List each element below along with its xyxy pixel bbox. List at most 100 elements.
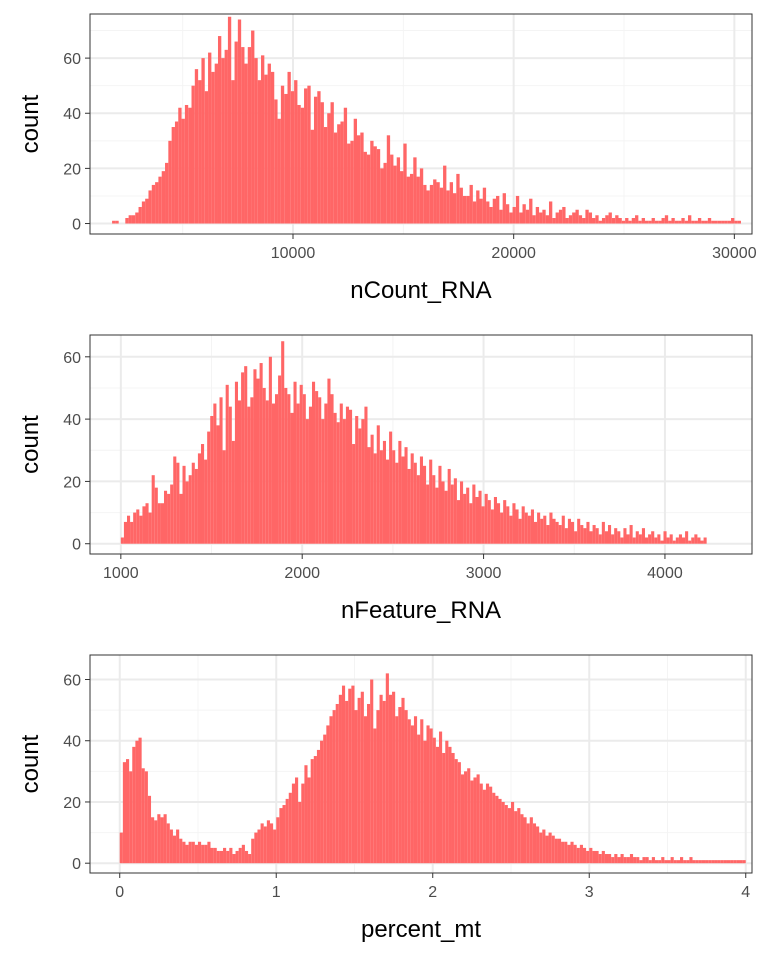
histogram-bar <box>618 218 622 224</box>
histogram-bar <box>310 759 314 864</box>
histogram-bar <box>626 534 630 544</box>
histogram-bar <box>395 462 399 544</box>
histogram-bar <box>184 104 189 224</box>
histogram-bar <box>502 193 506 224</box>
histogram-bar <box>261 55 265 224</box>
histogram-bar <box>671 218 675 224</box>
y-tick-label: 20 <box>63 474 81 491</box>
histogram-bar <box>376 710 380 864</box>
histogram-bar <box>166 823 170 864</box>
histogram-bar <box>482 187 487 224</box>
histogram-bar <box>426 484 430 544</box>
histogram-bar <box>446 190 450 224</box>
histogram-bar <box>695 860 699 864</box>
histogram-bar <box>661 218 665 224</box>
histogram-bar <box>724 220 728 224</box>
histogram-bar <box>449 182 453 224</box>
histogram-bar <box>539 832 543 864</box>
histogram-bar <box>466 487 470 544</box>
histogram-bar <box>492 792 496 864</box>
histogram-bar <box>460 774 465 864</box>
histogram-bar <box>136 509 140 544</box>
histogram-bar <box>299 384 303 544</box>
histogram-bar <box>352 444 356 544</box>
histogram-bar <box>285 798 289 864</box>
histogram-bar <box>641 218 645 224</box>
histogram-bar <box>302 394 306 544</box>
histogram-bar <box>572 212 576 224</box>
histogram-bar <box>517 808 521 864</box>
histogram-bar <box>475 496 479 544</box>
histogram-bar <box>141 768 145 864</box>
histogram-bar <box>592 850 596 864</box>
histogram-bar <box>444 490 448 544</box>
histogram-bar <box>617 857 621 864</box>
histogram-bar <box>445 740 449 864</box>
histogram-bar <box>644 220 649 224</box>
histogram-bar <box>330 394 334 544</box>
histogram-bar <box>194 69 199 224</box>
histogram-bar <box>489 206 493 224</box>
histogram-bar <box>179 838 183 864</box>
histogram-bar <box>229 847 233 864</box>
histogram-bar <box>279 808 283 864</box>
histogram-bar <box>720 860 724 864</box>
histogram-bar <box>476 190 480 224</box>
histogram-bar <box>529 198 533 224</box>
histogram-bar <box>176 829 180 864</box>
histogram-bar <box>219 397 223 544</box>
histogram-bar <box>416 176 420 224</box>
histogram-bar <box>423 740 427 864</box>
histogram-bar <box>432 737 436 864</box>
histogram-bar <box>638 534 642 544</box>
histogram-bar <box>691 537 695 544</box>
histogram-bar <box>327 113 331 224</box>
histogram-bar <box>290 91 295 224</box>
histogram-bar <box>579 844 583 864</box>
histogram-bar <box>282 805 286 864</box>
histogram-bar <box>681 218 685 224</box>
histogram-bar <box>493 496 497 544</box>
histogram-bar <box>380 168 384 224</box>
histogram-bar <box>253 369 257 544</box>
histogram-bar <box>360 132 364 224</box>
histogram-bar <box>578 215 583 224</box>
histogram-bar <box>254 832 258 864</box>
histogram-bar <box>179 493 183 544</box>
histogram-bar <box>645 857 649 864</box>
histogram-bar <box>555 212 559 224</box>
histogram-bar <box>691 220 695 224</box>
histogram-bar <box>586 850 590 864</box>
y-tick-label: 0 <box>72 217 81 234</box>
histogram-bar <box>406 176 410 224</box>
histogram-bar <box>288 792 292 864</box>
histogram-bar <box>194 844 198 864</box>
histogram-bar <box>570 841 574 864</box>
histogram-bar <box>332 710 336 864</box>
histogram-bar <box>510 801 515 864</box>
histogram-bar <box>278 375 282 544</box>
histogram-bar <box>676 860 681 864</box>
histogram-bar <box>237 400 242 544</box>
histogram-bar <box>157 503 161 544</box>
histogram-bar <box>244 850 249 864</box>
histogram-bar <box>350 140 354 224</box>
histogram-bar <box>519 212 523 224</box>
histogram-bar <box>684 220 689 224</box>
histogram-bar <box>348 409 353 544</box>
histogram-bar <box>438 731 443 864</box>
histogram-bar <box>266 820 270 864</box>
histogram-bar <box>601 850 605 864</box>
x-tick-label: 10000 <box>271 245 316 262</box>
histogram-bar <box>574 531 578 544</box>
histogram-bar <box>435 746 439 864</box>
histogram-bar <box>680 857 684 864</box>
histogram-bar <box>515 509 519 544</box>
histogram-bar <box>552 218 556 224</box>
histogram-bar <box>210 847 214 864</box>
histogram-bar <box>357 135 361 224</box>
histogram-bar <box>423 184 427 224</box>
histogram-bar <box>353 118 358 224</box>
histogram-bar <box>160 817 164 864</box>
panel-border <box>89 13 753 235</box>
